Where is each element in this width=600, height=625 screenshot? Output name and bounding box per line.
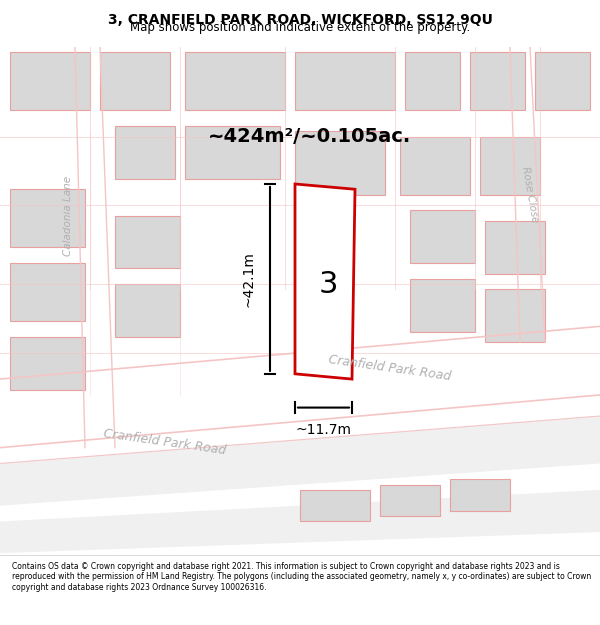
Bar [10, 189, 85, 248]
Text: Cranfield Park Road: Cranfield Park Road [103, 428, 227, 458]
Text: Caladonia Lane: Caladonia Lane [63, 176, 73, 256]
Bar [450, 479, 510, 511]
Text: Contains OS data © Crown copyright and database right 2021. This information is : Contains OS data © Crown copyright and d… [12, 562, 591, 591]
Bar [410, 211, 475, 263]
Polygon shape [0, 416, 600, 506]
Bar [115, 284, 180, 337]
Bar [480, 136, 540, 194]
Text: 3: 3 [318, 269, 338, 299]
Text: Map shows position and indicative extent of the property.: Map shows position and indicative extent… [130, 21, 470, 34]
Text: ~42.1m: ~42.1m [241, 251, 255, 307]
Bar [470, 52, 525, 110]
Bar [535, 52, 590, 110]
Bar [400, 136, 470, 194]
Text: ~424m²/~0.105ac.: ~424m²/~0.105ac. [208, 127, 412, 146]
Bar [485, 221, 545, 274]
Bar [485, 289, 545, 342]
Bar [10, 337, 85, 389]
Bar [405, 52, 460, 110]
Text: ~11.7m: ~11.7m [296, 423, 352, 438]
Polygon shape [0, 490, 600, 553]
Bar [300, 490, 370, 521]
Polygon shape [295, 184, 355, 379]
Bar [115, 126, 175, 179]
Bar [185, 126, 280, 179]
Text: 3, CRANFIELD PARK ROAD, WICKFORD, SS12 9QU: 3, CRANFIELD PARK ROAD, WICKFORD, SS12 9… [107, 13, 493, 27]
Text: Cranfield Park Road: Cranfield Park Road [328, 354, 452, 384]
Bar [10, 263, 85, 321]
Text: Rose Close: Rose Close [520, 166, 540, 223]
Bar [115, 216, 180, 268]
Bar [295, 52, 395, 110]
Bar [295, 131, 385, 194]
Bar [10, 52, 90, 110]
Bar [410, 279, 475, 332]
Bar [100, 52, 170, 110]
Bar [380, 484, 440, 516]
Bar [185, 52, 285, 110]
